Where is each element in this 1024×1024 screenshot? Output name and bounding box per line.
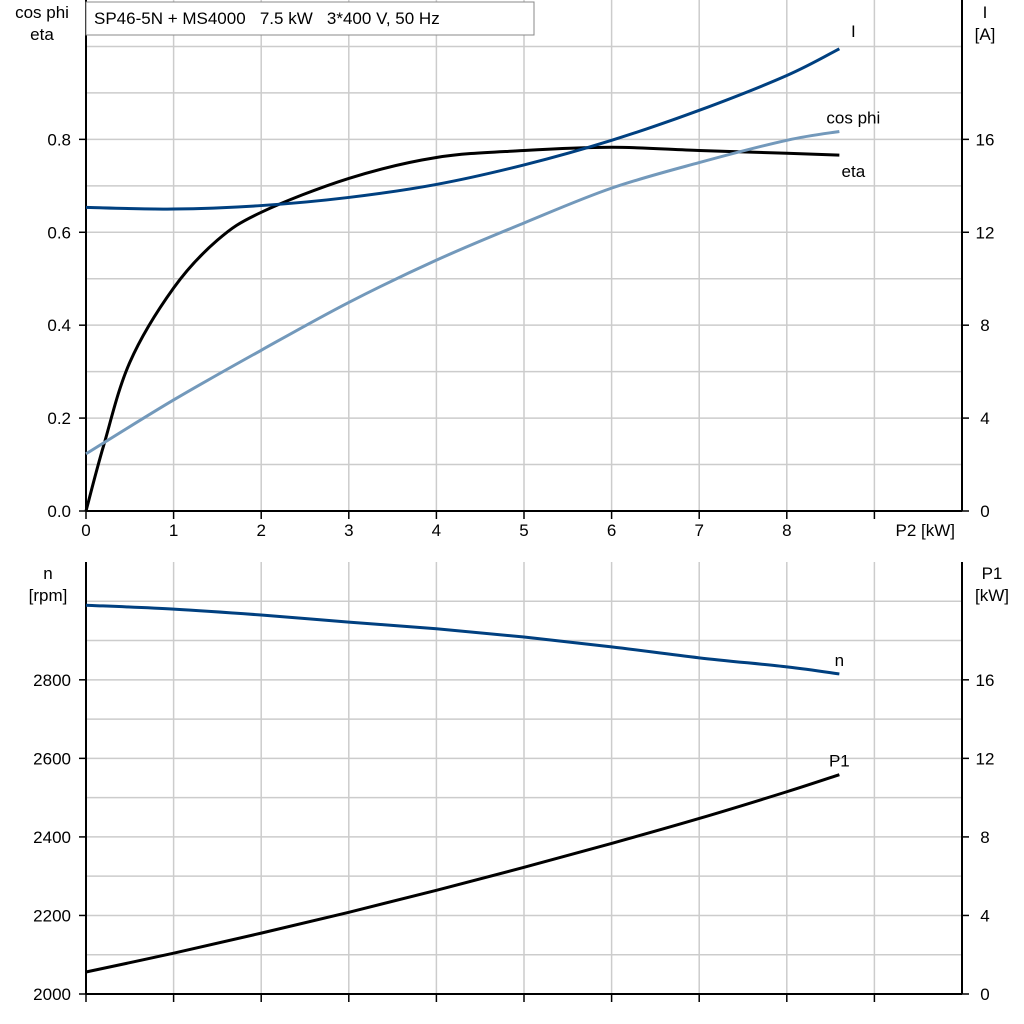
x-axis-label: P2 [kW]: [895, 521, 955, 540]
series-label-eta: eta: [842, 162, 866, 181]
x-tick-label: 4: [432, 521, 441, 540]
series-line-P1: [85, 773, 840, 974]
x-tick-label: 8: [782, 521, 791, 540]
x-tick-label: 5: [519, 521, 528, 540]
y-right-tick-label: 0: [980, 985, 989, 1004]
y-right-axis-label: P1: [982, 564, 1003, 583]
y-left-tick-label: 0.8: [47, 130, 71, 149]
series-label-cos-phi: cos phi: [826, 108, 880, 127]
series-label-P1: P1: [829, 752, 850, 771]
y-right-tick-label: 4: [980, 409, 989, 428]
y-right-axis-label: [kW]: [975, 586, 1009, 605]
y-left-axis-label: cos phi: [15, 3, 69, 22]
y-left-tick-label: 2200: [33, 906, 71, 925]
y-right-tick-label: 0: [980, 502, 989, 521]
y-left-tick-label: 0.6: [47, 223, 71, 242]
x-tick-label: 7: [694, 521, 703, 540]
y-left-axis-label: eta: [30, 25, 54, 44]
series-line-cos-phi: [85, 129, 840, 456]
bottom-chart: 2000 2200 2400 2600 2800 0 4 8 12 16 n [rpm] P1 [kW] n…: [29, 562, 1009, 1004]
top-chart: 0 1 2 3 4 5 6 7 8 P2 [kW]0.00.20.40.60.80481216co…: [15, 0, 995, 540]
y-left-tick-label: 2000: [33, 985, 71, 1004]
y-right-tick-label: 12: [976, 223, 995, 242]
y-right-tick-label: 4: [980, 906, 989, 925]
chart-title: SP46-5N + MS4000 7.5 kW 3*400 V, 50 Hz: [94, 9, 440, 28]
x-tick-label: 2: [256, 521, 265, 540]
y-right-axis-label: I: [983, 3, 988, 22]
y-right-tick-label: 12: [976, 749, 995, 768]
y-left-tick-label: 2800: [33, 671, 71, 690]
y-right-axis-label: [A]: [975, 25, 996, 44]
y-right-tick-label: 16: [976, 130, 995, 149]
x-tick-label: 1: [169, 521, 178, 540]
series-line-eta: [84, 145, 840, 512]
x-tick-label: 0: [81, 521, 90, 540]
y-left-tick-label: 0.2: [47, 409, 71, 428]
y-right-tick-label: 16: [976, 671, 995, 690]
y-right-tick-label: 8: [980, 316, 989, 335]
title-box: [85, 1, 535, 36]
series-line-I: [85, 47, 841, 211]
y-left-tick-label: 2600: [33, 749, 71, 768]
y-left-tick-label: 2400: [33, 828, 71, 847]
y-left-axis-label: [rpm]: [29, 586, 68, 605]
x-tick-label: 6: [607, 521, 616, 540]
y-left-tick-label: 0.4: [47, 316, 71, 335]
series-line-n: [85, 603, 840, 676]
x-tick-label: 3: [344, 521, 353, 540]
y-right-tick-label: 8: [980, 828, 989, 847]
series-label-I: I: [851, 22, 856, 41]
y-left-tick-label: 0.0: [47, 502, 71, 521]
y-left-axis-label: n: [43, 564, 52, 583]
series-label-n: n: [835, 651, 844, 670]
